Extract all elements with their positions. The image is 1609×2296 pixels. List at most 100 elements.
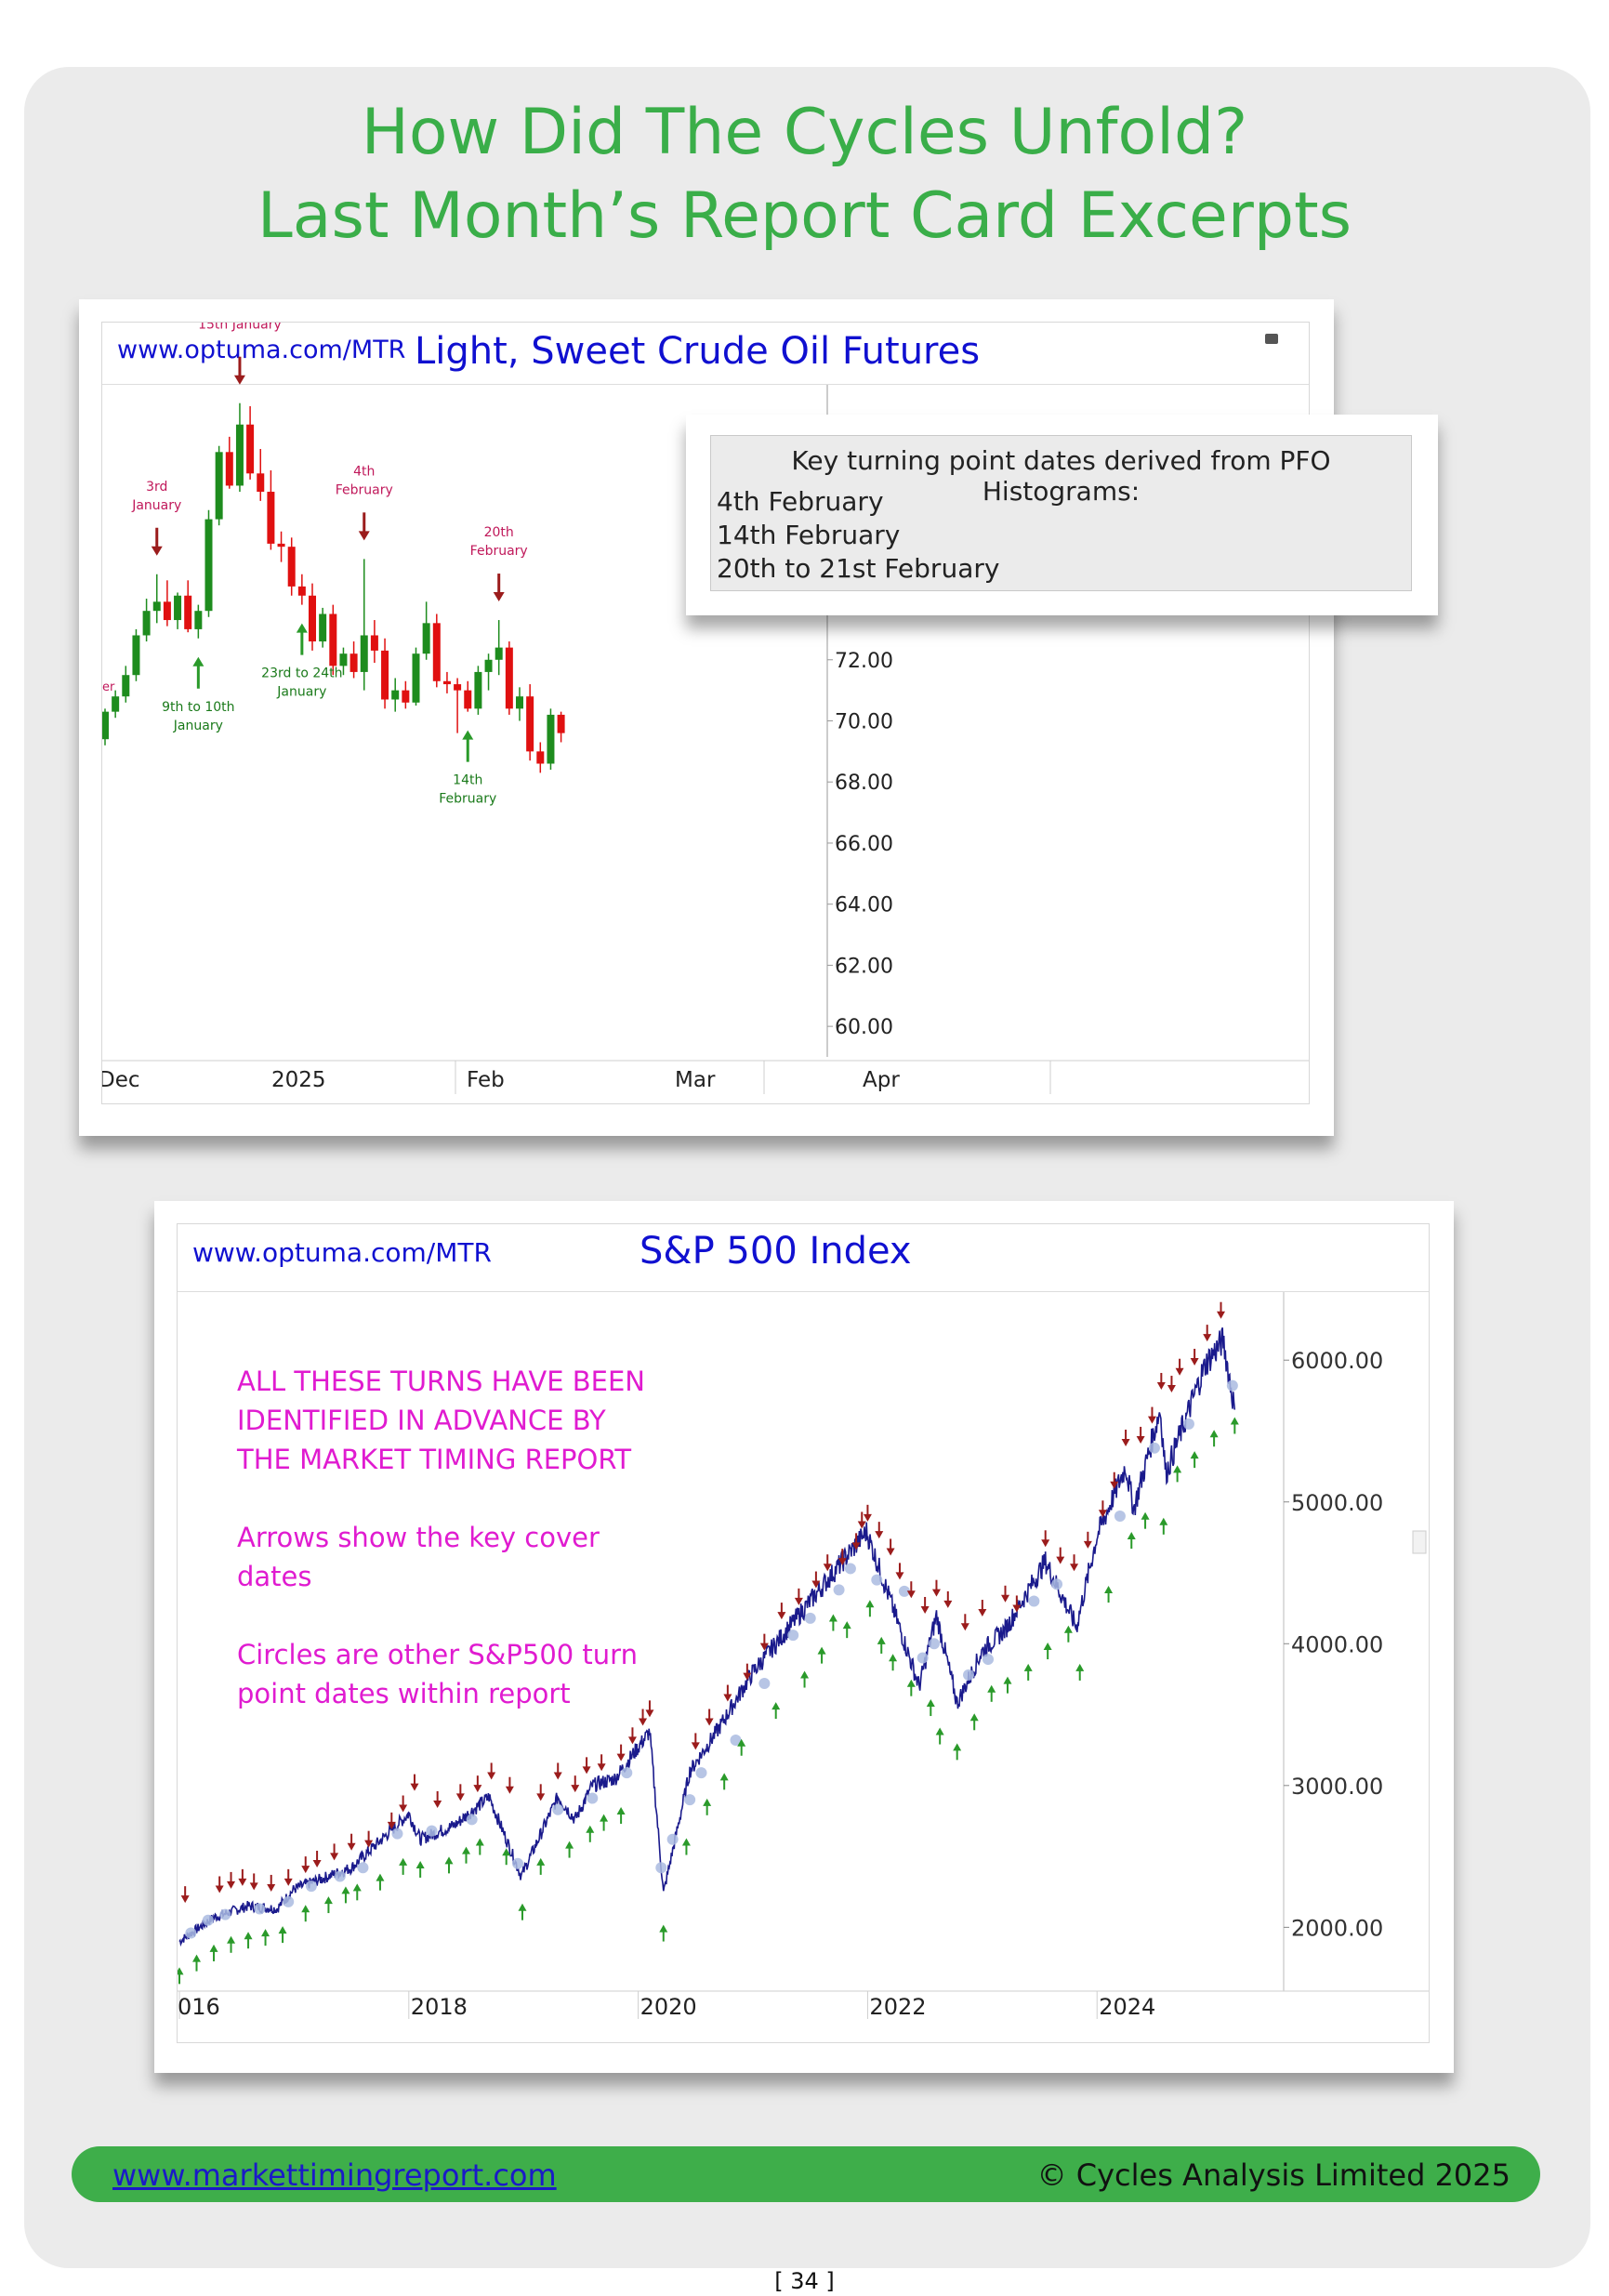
low-arrow-head — [935, 1727, 944, 1735]
candle-up — [194, 611, 203, 629]
top-arrow-head — [875, 1531, 884, 1539]
low-arrow-head — [616, 1806, 626, 1814]
x-tick-label: 016 — [178, 1994, 220, 2020]
top-arrow-head — [1083, 1540, 1092, 1549]
top-arrow-head — [1012, 1604, 1022, 1613]
candle-up — [516, 696, 523, 709]
turn-point-circle — [758, 1677, 771, 1689]
page-title-line-1: How Did The Cycles Unfold? — [361, 96, 1248, 169]
pfo-callout-item: 4th February — [717, 486, 884, 517]
top-arrow-head — [238, 1878, 247, 1886]
turn-point-circle — [466, 1814, 478, 1826]
top-arrow-head — [978, 1609, 987, 1617]
candle-down — [309, 595, 316, 642]
top-arrow-head — [267, 1883, 276, 1892]
candle-down — [454, 684, 462, 691]
top-arrow-head — [536, 1793, 546, 1801]
turn-date-label: February — [470, 544, 528, 559]
low-arrow-head — [261, 1929, 270, 1937]
candle-up — [122, 675, 130, 697]
candle-up — [112, 696, 120, 712]
low-arrow-head — [415, 1860, 425, 1868]
sp500-url[interactable]: www.optuma.com/MTR — [192, 1237, 492, 1268]
turn-point-circle — [804, 1612, 816, 1624]
sp500-title: S&P 500 Index — [640, 1230, 912, 1273]
y-tick-label: 66.00 — [835, 833, 893, 856]
turn-point-circle — [730, 1735, 742, 1747]
top-arrow-head — [1121, 1438, 1130, 1446]
low-arrow-head — [475, 1838, 484, 1846]
turn-date-label: 3rd — [146, 480, 167, 495]
top-arrow-head — [943, 1600, 953, 1608]
y-tick-label: 70.00 — [835, 711, 893, 734]
candle-up — [142, 611, 151, 636]
top-arrow-head — [759, 1643, 769, 1651]
low-arrow-head — [772, 1702, 781, 1710]
low-arrow-head — [462, 730, 474, 740]
low-arrow-head — [341, 1886, 350, 1894]
top-arrow-head — [931, 1589, 941, 1597]
turn-point-circle — [254, 1903, 266, 1915]
top-arrow-head — [639, 1718, 648, 1726]
low-arrow-head — [828, 1614, 837, 1622]
low-arrow-head — [444, 1856, 454, 1865]
turn-date-label: February — [439, 792, 496, 807]
candle-down — [505, 647, 513, 709]
top-arrow-head — [1110, 1481, 1119, 1489]
candle-up — [495, 647, 503, 660]
x-tick-label: 2022 — [869, 1994, 926, 2020]
candle-up — [422, 623, 430, 654]
turn-point-circle — [334, 1870, 346, 1882]
candle-up — [474, 671, 482, 709]
turn-point-circle — [391, 1828, 403, 1840]
candle-down — [442, 680, 451, 685]
y-tick-label: 68.00 — [835, 772, 893, 795]
top-arrow-head — [312, 1860, 322, 1868]
candle-up — [204, 519, 213, 612]
top-arrow-head — [705, 1718, 714, 1726]
crude-oil-title: Light, Sweet Crude Oil Futures — [415, 330, 981, 373]
top-arrow-head — [1175, 1367, 1184, 1376]
turn-point-circle — [983, 1654, 994, 1666]
y-tick-label: 62.00 — [835, 955, 893, 978]
candle-down — [349, 653, 358, 672]
top-arrow-head — [180, 1895, 190, 1904]
top-arrow-head — [1167, 1385, 1176, 1393]
turn-date-label: 9th to 10th — [162, 700, 234, 715]
footer-website-link[interactable]: www.markettimingreport.com — [112, 2157, 557, 2193]
crude-oil-url[interactable]: www.optuma.com/MTR — [117, 336, 406, 364]
top-arrow-head — [743, 1672, 752, 1681]
chevron-right-icon — [1412, 1530, 1427, 1554]
top-arrow-head — [616, 1753, 626, 1762]
crude-oil-plot: 60.0062.0064.0066.0068.0070.0072.0074.00… — [102, 323, 1309, 1094]
candle-down — [257, 473, 265, 493]
low-arrow-head — [586, 1825, 595, 1833]
top-arrow-head — [455, 1793, 465, 1801]
low-arrow-head — [889, 1654, 898, 1662]
x-tick-label: 2020 — [640, 1994, 697, 2020]
note-line — [237, 1479, 645, 1518]
top-arrow-head — [895, 1572, 904, 1580]
candle-down — [329, 614, 337, 666]
low-arrow-head — [703, 1798, 712, 1806]
candle-up — [547, 714, 555, 764]
turn-point-circle — [898, 1585, 910, 1597]
low-arrow-head — [817, 1646, 826, 1655]
top-arrow-head — [1041, 1539, 1050, 1548]
low-arrow-head — [1190, 1451, 1199, 1459]
low-arrow-head — [600, 1814, 609, 1822]
x-tick-label: Feb — [467, 1068, 505, 1092]
turn-point-circle — [833, 1584, 845, 1596]
top-arrow-head — [433, 1800, 442, 1808]
turn-point-circle — [844, 1563, 856, 1575]
turn-point-circle — [1114, 1511, 1126, 1523]
top-arrow-head — [1136, 1435, 1145, 1444]
candle-up — [412, 653, 420, 703]
low-arrow-head — [1043, 1643, 1052, 1651]
top-arrow-head — [571, 1785, 580, 1793]
top-arrow-head — [1156, 1381, 1166, 1390]
turn-date-label: 23rd to 24th — [261, 666, 342, 681]
x-tick-label: Mar — [675, 1068, 716, 1092]
candle-down — [225, 452, 233, 486]
top-arrow-head — [794, 1597, 803, 1605]
